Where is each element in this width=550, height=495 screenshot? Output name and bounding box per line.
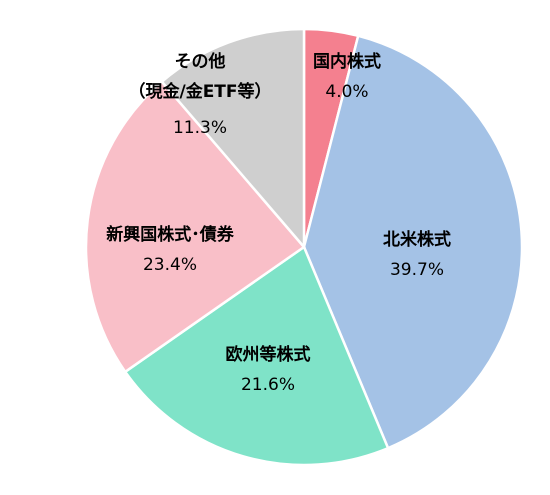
value-label: 4.0% [325, 82, 369, 102]
slice-label: 新興国株式･債券 [106, 225, 234, 245]
pie-slice [84, 79, 306, 374]
value-label: 39.7% [389, 260, 445, 280]
pie-slice [302, 34, 524, 450]
value-label: 11.3% [172, 118, 228, 138]
pie-slice [123, 245, 390, 467]
value-label: 23.4% [142, 255, 198, 275]
value-label: 21.6% [240, 375, 296, 395]
pie-slice [160, 27, 306, 251]
slice-label: 北米株式 [383, 230, 451, 250]
slice-label: 欧州等株式 [225, 345, 311, 365]
slice-label: その他 （現金/金ETF等） [128, 52, 272, 102]
slice-label: 国内株式 [313, 52, 381, 72]
